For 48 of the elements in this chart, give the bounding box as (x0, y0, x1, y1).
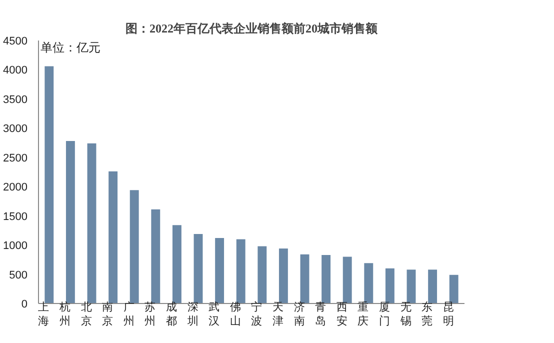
x-tick-label: 天津 (272, 301, 284, 328)
bar (108, 171, 118, 304)
x-tick-label: 佛山 (230, 301, 241, 328)
x-tick-label: 宁波 (251, 300, 262, 328)
x-tick-label: 青岛 (315, 300, 326, 328)
x-tick-label: 成都 (166, 300, 177, 328)
y-tick-label: 1000 (3, 240, 28, 252)
y-tick-label: 4500 (3, 36, 28, 48)
x-tick-label: 南京 (102, 300, 114, 328)
bar (194, 234, 203, 304)
x-tick-label: 西安 (336, 301, 348, 328)
y-tick-label: 1500 (3, 210, 28, 223)
x-tick-label: 昆明 (442, 301, 454, 328)
chart-title: 图：2022年百亿代表企业销售额前20城市销售额 (126, 22, 378, 36)
x-tick-label: 东莞 (422, 300, 433, 328)
bar (87, 143, 96, 304)
x-tick-label: 杭州 (58, 300, 70, 328)
x-tick-label: 重庆 (358, 300, 369, 328)
bar (364, 263, 374, 304)
bar (236, 239, 246, 304)
x-tick-label: 无锡 (399, 301, 412, 328)
bar (66, 141, 75, 304)
y-tick-label: 2000 (3, 182, 28, 194)
x-tick-label: 广州 (123, 300, 134, 328)
y-tick-label: 500 (9, 269, 28, 282)
x-tick-label: 武汉 (208, 300, 220, 328)
x-tick-label: 上海 (38, 300, 50, 328)
bar (278, 248, 288, 304)
bar (215, 238, 224, 304)
bar (44, 66, 54, 304)
bar (151, 209, 160, 304)
y-tick-label: 0 (21, 298, 28, 310)
x-tick-label: 深圳 (186, 301, 198, 328)
x-tick-label: 北京 (80, 300, 92, 328)
y-tick-label: 4000 (3, 64, 28, 77)
bar (385, 268, 394, 304)
bar (406, 270, 416, 304)
x-tick-label: 厦门 (378, 301, 390, 328)
annotation: 单位：亿元 (40, 40, 101, 54)
bar (342, 256, 352, 304)
bar (172, 225, 182, 304)
x-tick-label: 苏州 (144, 300, 156, 328)
y-tick-label: 3000 (3, 123, 28, 136)
bar (449, 274, 458, 304)
x-tick-label: 济南 (294, 300, 305, 328)
y-tick-label: 3500 (3, 94, 28, 106)
bar (322, 254, 331, 304)
y-tick-label: 2500 (3, 152, 28, 164)
